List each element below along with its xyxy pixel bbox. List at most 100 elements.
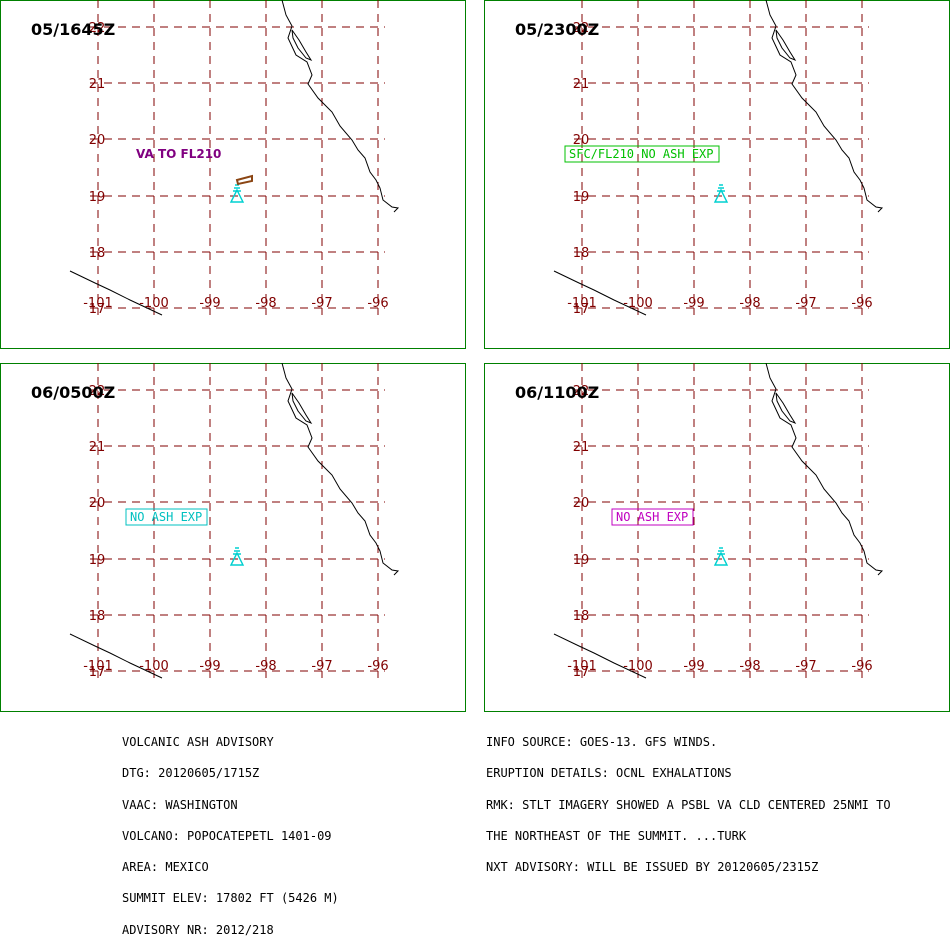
latitude-label: 19	[89, 190, 106, 205]
latitude-label: 22	[89, 384, 106, 399]
longitude-label: -100	[623, 659, 653, 674]
longitude-label: -101	[83, 296, 113, 311]
forecast-time-label: 06/1100Z	[515, 383, 599, 402]
longitude-label: -98	[255, 296, 276, 311]
longitude-label: -97	[795, 659, 816, 674]
longitude-label: -96	[367, 659, 388, 674]
ash-forecast-label: VA TO FL210	[136, 147, 221, 161]
coastline-lagoon	[291, 392, 313, 425]
map-canvas: -101 -100 -99 -98 -97 -96 22 21 20 19 18 17 05/2300Z…	[484, 0, 950, 349]
ash-forecast-label: NO ASH EXP	[130, 510, 202, 524]
coastline	[281, 363, 400, 576]
latitude-label: 21	[573, 77, 590, 92]
advisory-line: RMK: STLT IMAGERY SHOWED A PSBL VA CLD C…	[486, 797, 891, 812]
grid-labels: -101 -100 -99 -98 -97 -96 22 21 20 19 18 17	[83, 21, 388, 317]
advisory-line: AREA: MEXICO	[122, 860, 209, 875]
latitude-label: 22	[573, 384, 590, 399]
coastline	[765, 363, 884, 576]
latitude-label: 19	[573, 553, 590, 568]
latitude-label: 19	[89, 553, 106, 568]
volcano-plume	[233, 547, 241, 555]
coastline	[281, 0, 400, 213]
map-panel-3: -101 -100 -99 -98 -97 -96 22 21 20 19 18 17 06/0500Z…	[0, 363, 466, 712]
ash-forecast-label: NO ASH EXP	[616, 510, 688, 524]
forecast-time-label: 05/2300Z	[515, 20, 599, 39]
map-canvas: -101 -100 -99 -98 -97 -96 22 21 20 19 18 17 06/0500Z…	[0, 363, 466, 712]
latitude-label: 17	[573, 302, 590, 317]
longitude-label: -97	[311, 659, 332, 674]
coastline-southwest	[69, 270, 163, 316]
latitude-label: 18	[573, 609, 590, 624]
graticule	[90, 363, 385, 678]
latitude-label: 20	[89, 133, 106, 148]
volcano-triangle	[713, 551, 729, 566]
map-panel-4: -101 -100 -99 -98 -97 -96 22 21 20 19 18 17 06/1100Z…	[484, 363, 950, 712]
panel-border	[484, 363, 950, 712]
graticule	[574, 363, 869, 678]
longitude-label: -97	[311, 296, 332, 311]
longitude-label: -99	[199, 296, 220, 311]
longitude-label: -100	[139, 659, 169, 674]
volcano-triangle-icon	[713, 184, 729, 203]
longitude-label: -101	[567, 296, 597, 311]
latitude-label: 17	[89, 665, 106, 680]
longitude-label: -98	[739, 659, 760, 674]
longitude-label: -101	[567, 659, 597, 674]
coastline-southwest	[553, 270, 647, 316]
volcano-plume	[233, 184, 241, 192]
volcano-triangle	[229, 188, 245, 203]
advisory-line: DTG: 20120605/1715Z	[122, 766, 260, 781]
volcano-triangle	[229, 551, 245, 566]
ash-label-box	[611, 508, 694, 526]
longitude-label: -97	[795, 296, 816, 311]
forecast-time-label: 05/1645Z	[31, 20, 115, 39]
latitude-label: 17	[573, 665, 590, 680]
ash-cloud-polygon	[235, 174, 253, 186]
advisory-line: ERUPTION DETAILS: OCNL EXHALATIONS	[486, 766, 732, 781]
advisory-line: VAAC: WASHINGTON	[122, 797, 238, 812]
graticule	[90, 0, 385, 315]
ash-label-box	[125, 508, 208, 526]
longitude-label: -100	[623, 296, 653, 311]
advisory-line: SUMMIT ELEV: 17802 FT (5426 M)	[122, 891, 339, 906]
latitude-label: 17	[89, 302, 106, 317]
volcano-triangle	[713, 188, 729, 203]
latitude-label: 21	[573, 440, 590, 455]
volcano-plume	[717, 547, 725, 555]
ash-label-box	[564, 145, 720, 163]
volcano-plume	[717, 184, 725, 192]
advisory-line: VOLCANIC ASH ADVISORY	[122, 735, 274, 749]
latitude-label: 21	[89, 440, 106, 455]
coastline-lagoon	[775, 29, 797, 62]
advisory-right-text: INFO SOURCE: GOES-13. GFS WINDS. ERUPTIO…	[486, 716, 891, 883]
latitude-label: 22	[573, 21, 590, 36]
volcano-triangle-icon	[713, 547, 729, 566]
latitude-label: 20	[573, 496, 590, 511]
coastline-southwest	[69, 633, 163, 679]
coastline-southwest	[553, 633, 647, 679]
longitude-label: -99	[683, 296, 704, 311]
volcano-triangle-icon	[229, 184, 245, 203]
panel-border	[484, 0, 950, 349]
advisory-line: NXT ADVISORY: WILL BE ISSUED BY 20120605…	[486, 860, 819, 875]
advisory-line: VOLCANO: POPOCATEPETL 1401-09	[122, 828, 332, 843]
panel-border	[0, 0, 466, 349]
latitude-label: 21	[89, 77, 106, 92]
graticule	[574, 0, 869, 315]
coastline-lagoon	[775, 392, 797, 425]
latitude-label: 20	[89, 496, 106, 511]
longitude-label: -101	[83, 659, 113, 674]
longitude-label: -99	[199, 659, 220, 674]
latitude-label: 18	[89, 246, 106, 261]
latitude-label: 19	[573, 190, 590, 205]
longitude-label: -98	[255, 659, 276, 674]
ash-forecast-label: SFC/FL210 NO ASH EXP	[569, 147, 714, 161]
latitude-label: 22	[89, 21, 106, 36]
panel-border	[0, 363, 466, 712]
longitude-label: -96	[367, 296, 388, 311]
map-panel-1: -101 -100 -99 -98 -97 -96 22 21 20 19 18 17 05/1645Z…	[0, 0, 466, 349]
coastline-lagoon	[291, 29, 313, 62]
map-canvas: -101 -100 -99 -98 -97 -96 22 21 20 19 18 17 06/1100Z…	[484, 363, 950, 712]
latitude-label: 18	[573, 246, 590, 261]
longitude-label: -96	[851, 659, 872, 674]
